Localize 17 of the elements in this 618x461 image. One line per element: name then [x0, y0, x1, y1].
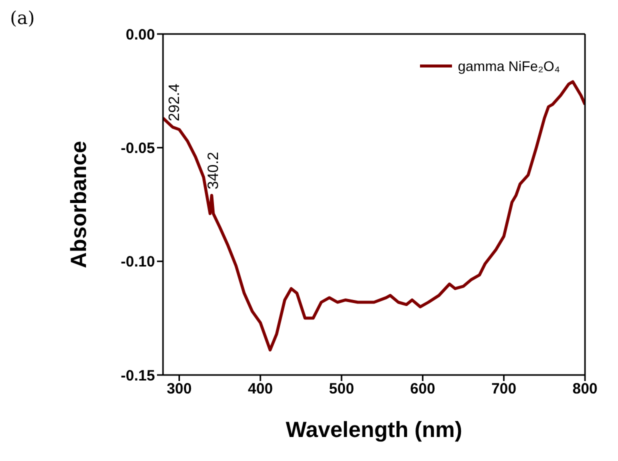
annotation: 340.2 [204, 152, 222, 190]
x-tick-label: 700 [491, 380, 516, 398]
y-axis-title: Absorbance [66, 140, 91, 268]
x-axis-title: Wavelength (nm) [286, 417, 462, 442]
x-tick-label: 600 [410, 380, 436, 398]
y-tick-label: -0.05 [120, 140, 155, 157]
text: (a) [10, 8, 35, 29]
y-tick-label: 0.00 [126, 26, 155, 44]
annotation: 292.4 [166, 84, 184, 122]
x-tick-label: 300 [166, 380, 192, 398]
x-tick-label: 500 [329, 380, 354, 398]
y-tick-label: -0.15 [120, 367, 155, 384]
y-tick-label: -0.10 [120, 254, 155, 271]
x-tick-label: 400 [248, 380, 273, 398]
line-series [163, 80, 585, 352]
legend-label: gamma NiFe₂O₄ [458, 58, 560, 74]
x-tick-label: 800 [572, 380, 598, 398]
